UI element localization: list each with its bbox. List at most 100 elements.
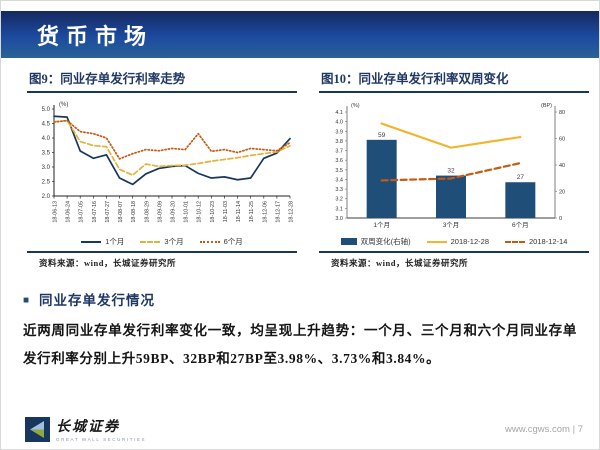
svg-text:3.5: 3.5 [335, 168, 343, 174]
summary-section: ■ 同业存单发行情况 近两周同业存单发行利率变化一致，均呈现上升趋势：一个月、三个… [1, 269, 599, 374]
svg-text:2.5: 2.5 [42, 180, 51, 186]
svg-text:3.2: 3.2 [335, 197, 343, 203]
svg-text:3.1: 3.1 [335, 206, 343, 212]
brand: 长城证券 GREAT WALL SECURITIES [25, 416, 146, 442]
legend-label: 6个月 [223, 237, 243, 246]
svg-text:18-07-27: 18-07-27 [105, 201, 111, 223]
legend-item: 双周变化(右轴) [340, 236, 411, 247]
fig9-series-1 [53, 119, 291, 176]
svg-text:18-10-01: 18-10-01 [184, 201, 190, 223]
fig9-legend: 1个月 3个月 6个月 [27, 236, 297, 247]
line-swatch-1214 [505, 240, 525, 243]
svg-text:1个月: 1个月 [373, 221, 390, 229]
fig10-bar-2 [505, 182, 536, 218]
fig10-line-series-0 [380, 122, 522, 149]
svg-text:18-08-18: 18-08-18 [131, 201, 137, 223]
svg-text:3.0: 3.0 [42, 165, 51, 171]
legend-label: 3个月 [164, 237, 184, 246]
section-heading: 同业存单发行情况 [39, 293, 156, 308]
svg-text:18-07-16: 18-07-16 [92, 201, 98, 223]
svg-text:3个月: 3个月 [443, 221, 460, 229]
line-swatch-3m [140, 240, 161, 243]
figures-row: 图9：同业存单发行利率走势 5.0 4.5 4.0 3.5 3.0 2.5 2.0 (%) 18… [1, 58, 599, 269]
brand-text: 长城证券 GREAT WALL SECURITIES [56, 416, 146, 442]
svg-text:18-12-06: 18-12-06 [262, 201, 268, 223]
brand-logo-icon [25, 416, 50, 442]
fig10-bar-1 [436, 175, 466, 218]
svg-text:(%): (%) [351, 103, 360, 109]
svg-text:5.0: 5.0 [42, 107, 51, 113]
fig10-bar-line-chart: 3.0 3.1 3.2 3.3 3.4 3.5 3.6 3.7 3.8 3.9 4.0 4.1 0 20 4… [335, 103, 565, 229]
svg-text:(BP): (BP) [541, 103, 552, 109]
svg-text:3.7: 3.7 [335, 149, 343, 155]
legend-label: 2018-12-14 [529, 237, 568, 246]
svg-text:18-11-25: 18-11-25 [249, 201, 255, 222]
section-body: 近两周同业存单发行利率变化一致，均呈现上升趋势：一个月、三个月和六个月同业存单发… [23, 323, 577, 367]
footer: 长城证券 GREAT WALL SECURITIES www.cgws.com … [25, 416, 583, 442]
legend-item: 6个月 [199, 236, 243, 247]
svg-text:18-12-17: 18-12-17 [275, 201, 281, 223]
page-title: 货币市场 [37, 23, 154, 49]
legend-item: 2018-12-28 [426, 237, 489, 246]
brand-name: 长城证券 [56, 420, 120, 435]
svg-text:59: 59 [378, 132, 386, 139]
svg-text:18-08-07: 18-08-07 [118, 201, 124, 223]
line-swatch-6m [199, 240, 220, 243]
legend-label: 2018-12-28 [450, 237, 489, 246]
svg-text:(%): (%) [59, 102, 68, 108]
fig9-line-chart: 5.0 4.5 4.0 3.5 3.0 2.5 2.0 (%) 18-06-13 18-06-24… [42, 102, 295, 223]
svg-text:6个月: 6个月 [512, 221, 529, 229]
figure-9: 图9：同业存单发行利率走势 5.0 4.5 4.0 3.5 3.0 2.5 2.0 (%) 18… [27, 67, 297, 269]
legend-item: 3个月 [140, 236, 184, 247]
svg-text:32: 32 [447, 168, 455, 175]
svg-text:18-12-28: 18-12-28 [289, 201, 295, 223]
fig9-series-0 [53, 115, 291, 186]
svg-text:4.5: 4.5 [42, 122, 51, 128]
svg-text:18-07-05: 18-07-05 [79, 201, 85, 223]
svg-text:18-10-23: 18-10-23 [210, 201, 216, 223]
bar-swatch [340, 238, 357, 245]
svg-text:0: 0 [559, 216, 562, 222]
svg-text:18-08-29: 18-08-29 [144, 201, 150, 223]
legend-item: 2018-12-14 [505, 237, 567, 246]
svg-text:4.1: 4.1 [335, 110, 343, 116]
figure-10-source: 资料来源：wind，长城证券研究所 [319, 251, 589, 269]
svg-text:80: 80 [559, 110, 565, 116]
square-bullet-icon: ■ [23, 295, 31, 306]
fig10-legend: 双周变化(右轴) 2018-12-28 2018-12-14 [319, 236, 589, 247]
header-bar: 货币市场 [1, 11, 599, 58]
svg-text:40: 40 [559, 163, 565, 169]
svg-text:27: 27 [517, 174, 525, 181]
svg-text:3.6: 3.6 [335, 158, 343, 164]
figure-9-title: 图9：同业存单发行利率走势 [27, 67, 297, 93]
svg-text:3.0: 3.0 [335, 216, 343, 222]
footer-url-page-number: www.cgws.com | 7 [505, 423, 583, 435]
svg-text:18-09-20: 18-09-20 [171, 201, 177, 223]
svg-text:18-11-03: 18-11-03 [223, 201, 229, 222]
svg-text:20: 20 [559, 190, 565, 196]
svg-text:2.0: 2.0 [42, 194, 51, 200]
svg-text:3.9: 3.9 [335, 129, 343, 135]
svg-text:18-06-24: 18-06-24 [66, 201, 72, 223]
svg-text:4.0: 4.0 [335, 120, 343, 126]
fig10-line-series-1 [380, 161, 522, 182]
svg-text:18-10-12: 18-10-12 [197, 201, 203, 223]
svg-text:3.5: 3.5 [42, 151, 51, 157]
line-swatch-1228 [426, 240, 447, 243]
fig10-bar-0 [366, 139, 397, 218]
fig9-series-2 [53, 119, 291, 160]
svg-text:18-06-13: 18-06-13 [53, 201, 59, 223]
line-swatch-1m [81, 240, 102, 243]
figure-10-title: 图10：同业存单发行利率双周变化 [319, 67, 589, 93]
legend-label: 1个月 [105, 237, 125, 246]
svg-text:60: 60 [559, 137, 565, 143]
svg-text:4.0: 4.0 [42, 136, 51, 142]
section-heading-row: ■ 同业存单发行情况 [23, 289, 577, 309]
svg-text:3.4: 3.4 [335, 177, 343, 183]
legend-item: 1个月 [81, 236, 124, 247]
svg-text:18-09-09: 18-09-09 [157, 201, 163, 223]
legend-label: 双周变化(右轴) [360, 237, 411, 246]
brand-subtitle: GREAT WALL SECURITIES [56, 437, 147, 442]
figure-9-source: 资料来源：wind，长城证券研究所 [27, 251, 297, 269]
